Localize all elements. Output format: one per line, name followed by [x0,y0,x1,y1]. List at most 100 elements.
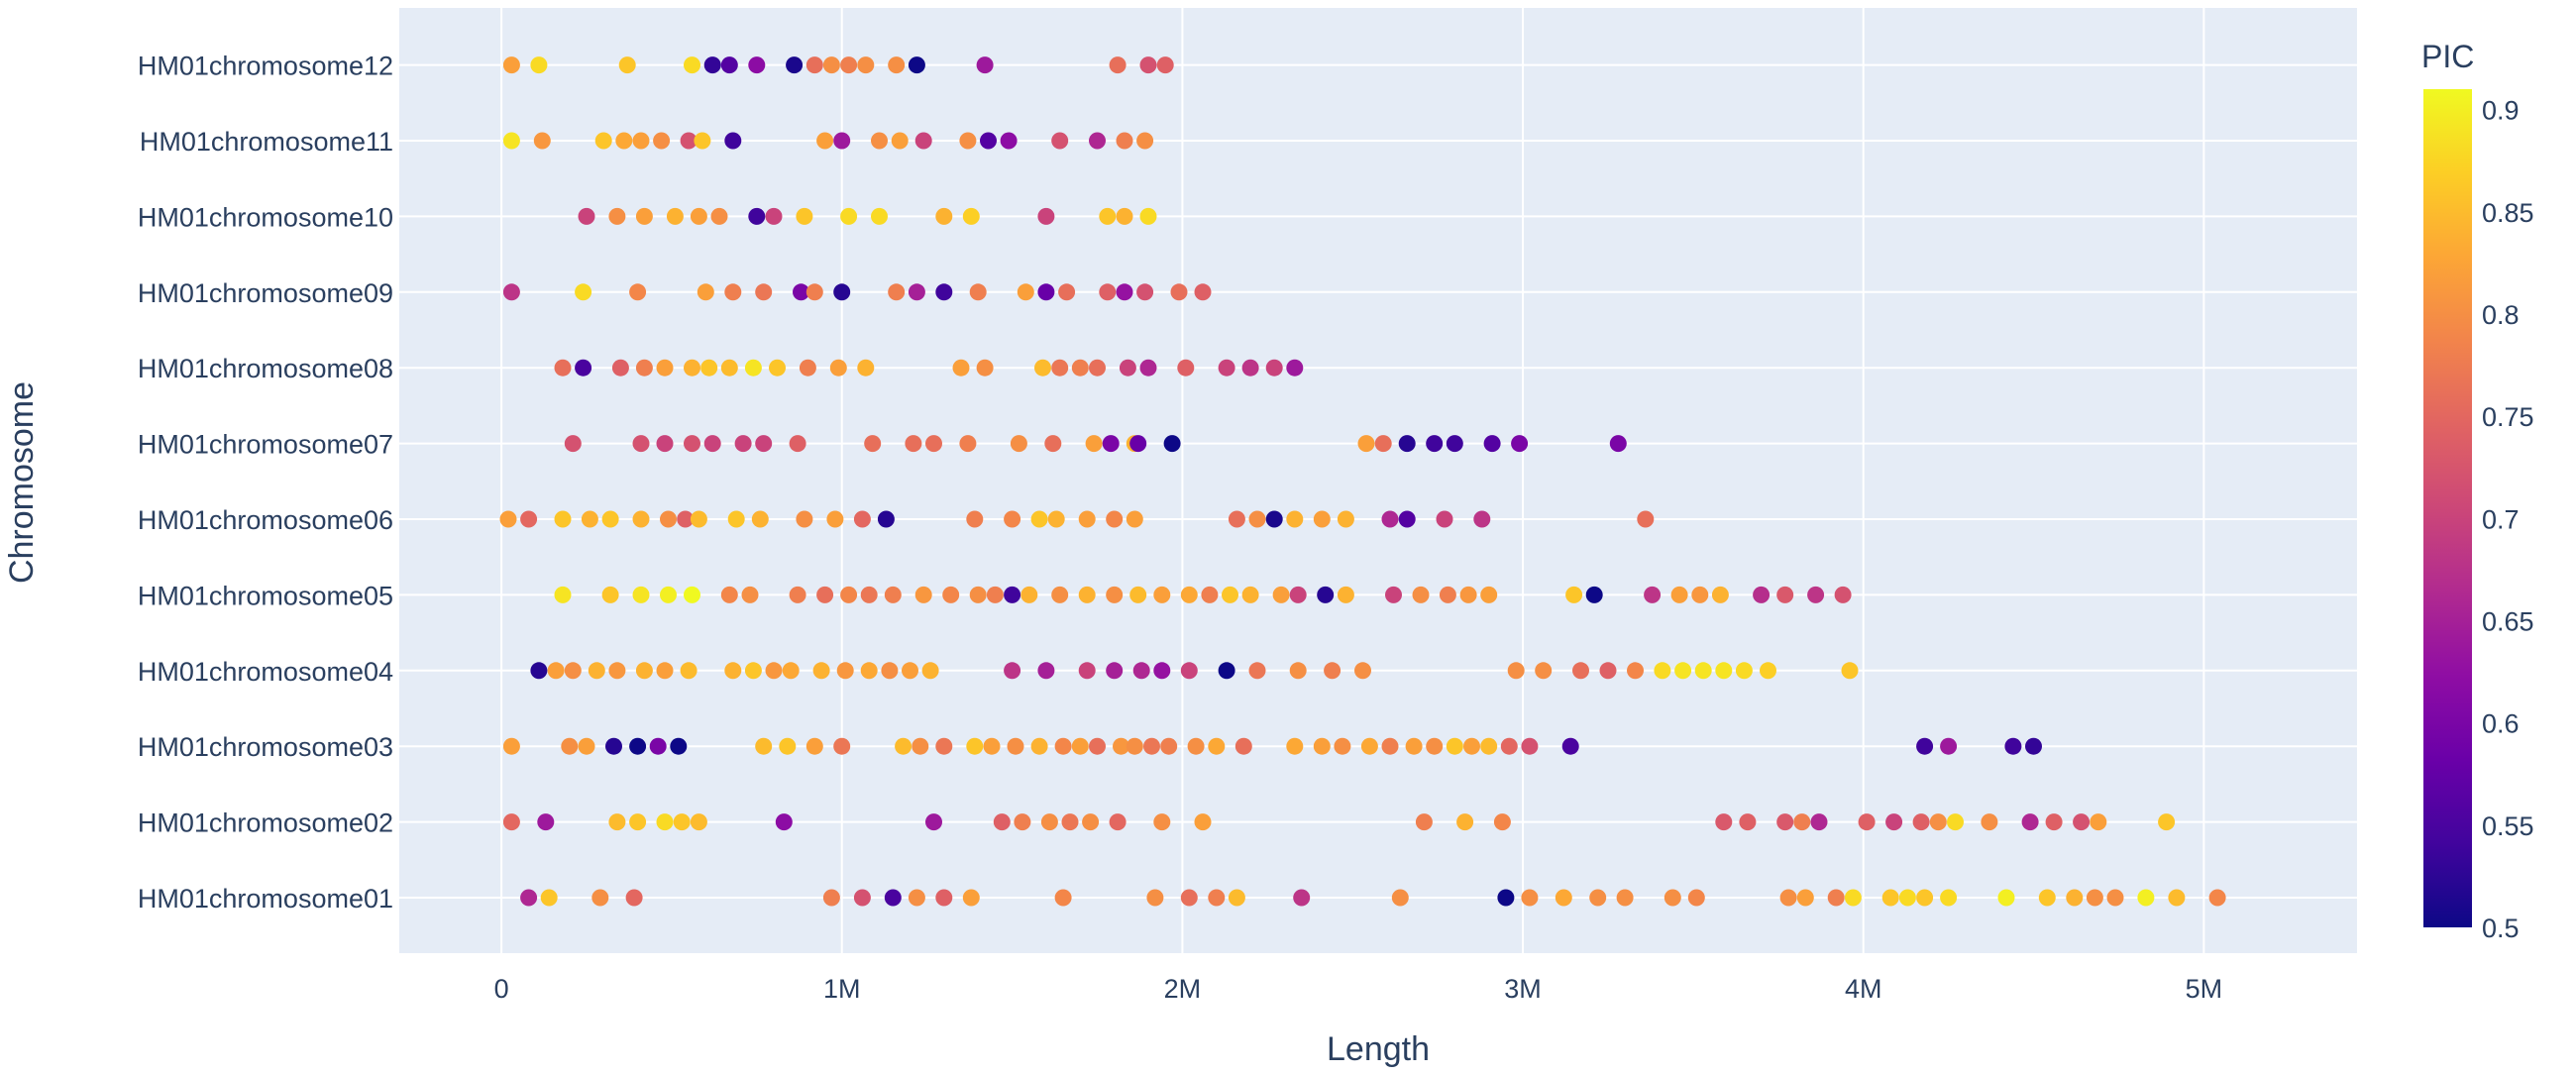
data-point [1201,586,1219,603]
data-point [578,207,595,225]
data-point [1265,510,1283,528]
data-point [1272,586,1290,603]
data-point [677,510,695,528]
data-point [1286,510,1304,528]
y-tick-label: HM01chromosome09 [138,278,393,308]
data-point [1381,737,1399,755]
x-tick-label: 1M [823,974,861,1004]
data-point [1753,586,1771,603]
data-point [635,207,653,225]
data-point [1354,662,1371,680]
data-point [755,737,773,755]
plot-area [399,8,2357,953]
data-point [1317,586,1335,603]
data-point [942,586,960,603]
data-point [925,813,942,831]
data-point [1218,359,1235,377]
data-point [537,813,555,831]
data-point [1426,737,1444,755]
data-point [796,510,813,528]
data-point [632,510,650,528]
data-point [1654,662,1671,680]
data-point [1459,586,1477,603]
data-point [1674,662,1692,680]
data-point [1119,359,1136,377]
data-point [2086,889,2103,907]
data-point [499,510,517,528]
y-tick-label: HM01chromosome07 [138,430,393,460]
data-point [684,586,700,603]
colorbar-tick-label: 0.7 [2482,504,2520,534]
data-point [1208,737,1226,755]
data-point [1947,813,1964,831]
data-point [2168,889,2186,907]
data-point [1439,586,1456,603]
data-point [502,132,520,150]
data-point [744,662,762,680]
data-point [1116,283,1133,301]
data-point [720,56,738,74]
data-point [765,207,783,225]
x-axis-title: Length [1327,1030,1430,1068]
data-point [591,889,609,907]
data-point [1030,510,1048,528]
data-point [1637,510,1655,528]
data-point [840,586,858,603]
data-point [1037,662,1055,680]
data-point [1324,662,1342,680]
data-point [1293,889,1311,907]
data-point [2045,813,2063,831]
data-point [1385,586,1402,603]
data-point [1106,662,1124,680]
data-point [703,435,721,453]
data-point [822,56,840,74]
data-point [983,737,1001,755]
data-point [1000,132,1018,150]
data-point [666,207,684,225]
data-point [888,283,906,301]
data-point [775,813,793,831]
data-point [700,359,718,377]
data-point [1694,662,1712,680]
colorbar-gradient [2423,89,2472,927]
data-point [860,662,878,680]
data-point [1480,737,1498,755]
data-point [601,586,619,603]
data-point [684,435,700,453]
data-point [1194,283,1212,301]
data-point [1132,662,1150,680]
y-tick-label: HM01chromosome11 [140,127,393,157]
data-point [1187,737,1205,755]
data-point [741,586,759,603]
data-point [935,889,953,907]
colorbar-tick-label: 0.65 [2482,606,2534,636]
data-point [632,435,650,453]
data-point [502,737,520,755]
data-point [1357,435,1375,453]
data-point [980,132,997,150]
data-point [734,435,752,453]
data-point [853,889,871,907]
data-point [1007,737,1024,755]
data-point [833,737,851,755]
data-point [1051,132,1069,150]
data-point [635,662,653,680]
data-point [1412,586,1430,603]
data-point [581,510,598,528]
data-point [884,889,902,907]
data-point [755,283,773,301]
data-point [1627,662,1644,680]
data-point [1109,813,1127,831]
y-tick-label: HM01chromosome04 [138,657,393,687]
data-point [502,56,520,74]
data-point [1241,359,1259,377]
colorbar-tick-label: 0.5 [2482,914,2520,943]
data-point [1885,813,1903,831]
data-point [912,737,929,755]
data-point [805,283,823,301]
data-point [1912,813,1930,831]
data-point [1010,435,1027,453]
data-point [554,510,572,528]
data-point [1153,586,1171,603]
